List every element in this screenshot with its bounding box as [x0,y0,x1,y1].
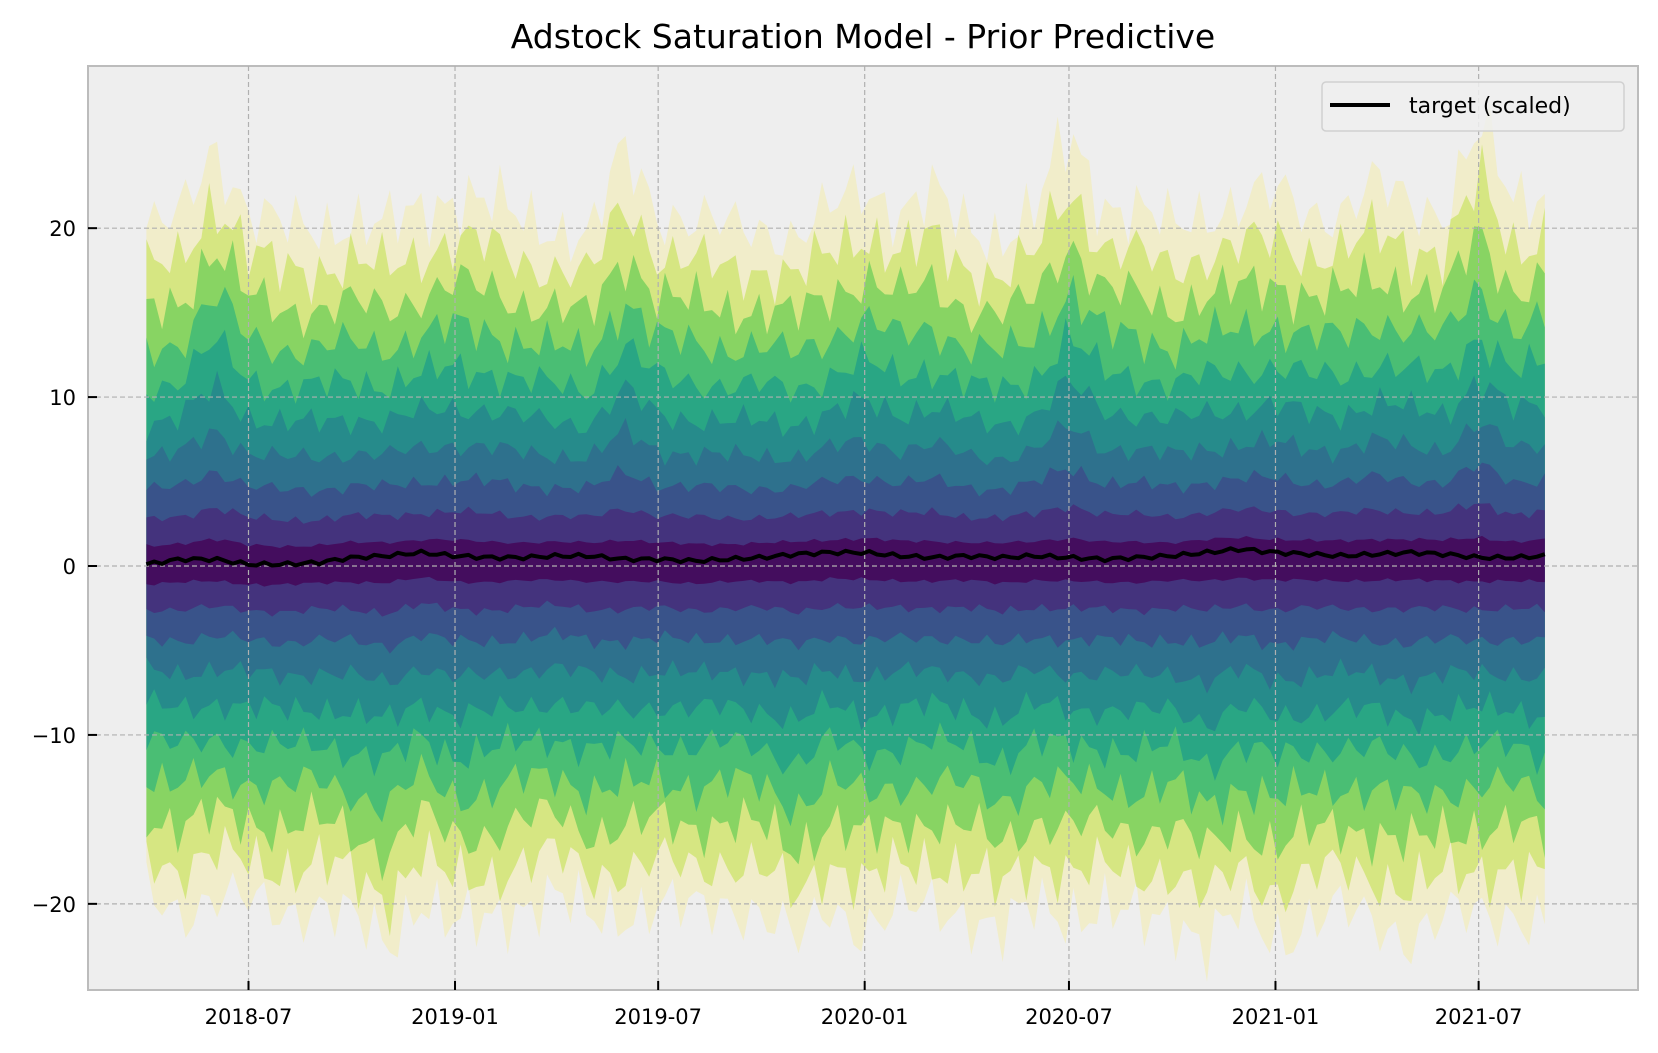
series-lines [145,546,1546,568]
chart-title: Adstock Saturation Model - Prior Predict… [511,17,1215,56]
x-tick-label: 2021-07 [1435,1005,1523,1029]
y-tick-label: 20 [49,217,76,241]
legend-box [1321,81,1625,132]
legend: target (scaled) [1321,81,1625,132]
x-tick-label: 2021-01 [1232,1005,1320,1029]
x-tick-label: 2018-07 [205,1005,293,1029]
target-line [145,546,1546,568]
y-axis: −20 −10 0 10 20 [32,217,97,917]
y-tick-label: 10 [49,386,76,410]
hdi-band [146,535,1545,587]
grid [88,66,1638,990]
y-tick-label: −20 [32,893,76,917]
legend-label: target (scaled) [1409,94,1571,119]
x-tick-label: 2019-07 [614,1005,702,1029]
y-tick-label: −10 [32,724,76,748]
x-tick-label: 2020-01 [821,1005,909,1029]
y-tick-label: 0 [63,555,76,579]
x-tick-label: 2020-07 [1025,1005,1113,1029]
x-axis: 2018-07 2019-01 2019-07 2020-01 2020-07 2021-… [205,981,1523,1029]
x-tick-label: 2019-01 [411,1005,499,1029]
fan-bands [146,101,1545,982]
